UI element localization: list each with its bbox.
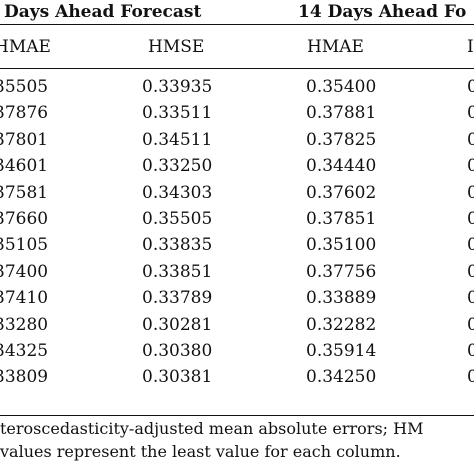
table-cell-hmae-2: 0.37825 [306,130,377,150]
table-cell-hmae-2: 0.34250 [306,367,377,387]
table-cell-hmse-2: 0 [467,156,474,176]
table-cell-hmae-1: 37581 [0,183,49,203]
group-header-14-days-ahead: 14 Days Ahead Fo [298,2,467,22]
table-cell-hmae-2: 0.37756 [306,262,377,282]
table-cell-hmae-2: 0.35400 [306,77,377,97]
table-cell-hmse-2: 0 [467,130,474,150]
table-cell-hmae-1: 35105 [0,235,49,255]
column-header-hmae-1: HMAE [0,37,51,57]
table-cell-hmse-1: 0.35505 [142,209,213,229]
table-cell-hmae-2: 0.37602 [306,183,377,203]
table-cell-hmse-1: 0.34303 [142,183,213,203]
table-cell-hmse-2: 0 [467,288,474,308]
column-header-hmse-2: I [467,37,474,57]
table-cell-hmae-2: 0.33889 [306,288,377,308]
table-cell-hmae-2: 0.32282 [306,315,377,335]
table-cell-hmse-1: 0.33511 [142,103,213,123]
table-cell-hmae-1: 37400 [0,262,49,282]
table-cell-hmse-2: 0 [467,315,474,335]
table-cell-hmae-2: 0.37881 [306,103,377,123]
table-cell-hmse-1: 0.33851 [142,262,213,282]
header-rule [0,68,474,69]
table-cell-hmae-2: 0.35914 [306,341,377,361]
table-cell-hmae-1: 37660 [0,209,49,229]
group-header-days-ahead: Days Ahead Forecast [4,2,202,22]
bottom-rule [0,415,474,416]
table-cell-hmse-2: 0 [467,262,474,282]
table-cell-hmse-2: 0 [467,341,474,361]
table-cell-hmse-2: 0 [467,209,474,229]
table-note-line-1: teroscedasticity-adjusted mean absolute … [0,419,424,438]
table-cell-hmse-2: 0 [467,183,474,203]
table-cell-hmae-1: 37410 [0,288,49,308]
table-cell-hmse-1: 0.30381 [142,367,213,387]
table-cell-hmae-1: 33280 [0,315,49,335]
table-cell-hmae-1: 37876 [0,103,49,123]
table-cell-hmae-2: 0.35100 [306,235,377,255]
table-cell-hmae-1: 33809 [0,367,49,387]
table-cell-hmse-1: 0.33935 [142,77,213,97]
table-cell-hmae-1: 34325 [0,341,49,361]
table-cell-hmse-2: 0 [467,103,474,123]
table-cell-hmse-2: 0 [467,235,474,255]
table-cell-hmse-1: 0.33250 [142,156,213,176]
table-cell-hmse-1: 0.30380 [142,341,213,361]
table-cell-hmae-2: 0.37851 [306,209,377,229]
table-note-line-2: values represent the least value for eac… [0,442,401,461]
column-header-hmse-1: HMSE [148,37,205,57]
table-cell-hmae-1: 35505 [0,77,49,97]
table-cell-hmse-2: 0 [467,77,474,97]
top-rule [0,24,474,25]
table-cell-hmse-1: 0.30281 [142,315,213,335]
column-header-hmae-2: HMAE [307,37,364,57]
table-cell-hmae-2: 0.34440 [306,156,377,176]
table-cell-hmae-1: 37801 [0,130,49,150]
table-cell-hmse-1: 0.34511 [142,130,213,150]
table-cell-hmae-1: 34601 [0,156,49,176]
table-cell-hmse-1: 0.33789 [142,288,213,308]
table-cell-hmse-1: 0.33835 [142,235,213,255]
table-cell-hmse-2: 0 [467,367,474,387]
